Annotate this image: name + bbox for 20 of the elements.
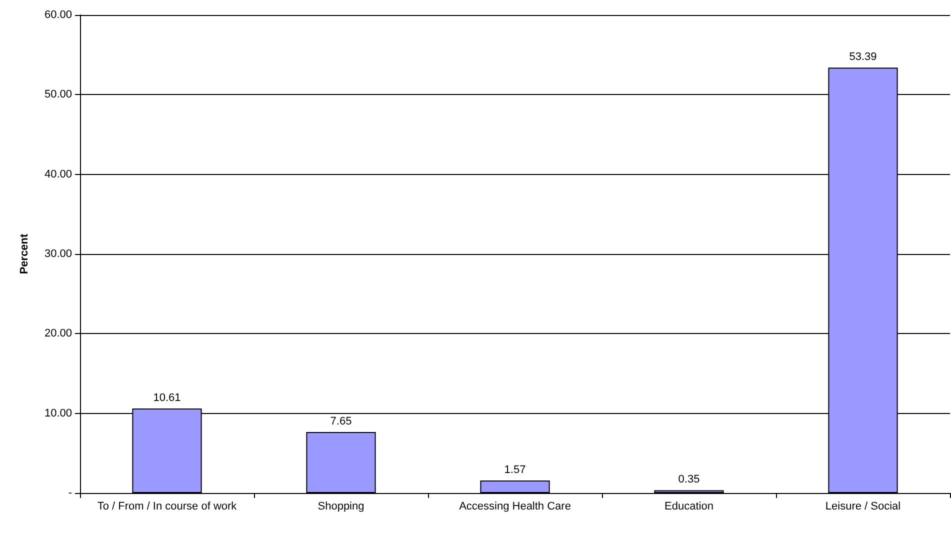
data-label: 53.39 bbox=[849, 51, 877, 64]
data-label: 0.35 bbox=[678, 474, 700, 486]
y-tick-label: 50.00 bbox=[44, 88, 72, 101]
y-tick-label: 40.00 bbox=[44, 168, 72, 180]
x-tick-label: Shopping bbox=[318, 500, 364, 512]
y-axis-title: Percent bbox=[18, 233, 30, 274]
y-tick-label: 60.00 bbox=[44, 9, 72, 21]
y-tick-label: - bbox=[68, 487, 72, 499]
bar bbox=[306, 432, 376, 493]
bar bbox=[480, 480, 550, 493]
y-tick-label: 30.00 bbox=[44, 248, 72, 260]
x-tick-label: Leisure / Social bbox=[825, 500, 901, 512]
y-tick-label: 20.00 bbox=[44, 328, 72, 340]
x-tick-label: To / From / In course of work bbox=[97, 500, 238, 512]
x-tick-label: Accessing Health Care bbox=[459, 500, 571, 512]
data-label: 7.65 bbox=[330, 416, 352, 428]
x-tick-label: Education bbox=[664, 500, 714, 512]
data-label: 10.61 bbox=[153, 392, 181, 404]
y-tick-label: 10.00 bbox=[44, 407, 72, 420]
data-label: 1.57 bbox=[504, 464, 526, 476]
